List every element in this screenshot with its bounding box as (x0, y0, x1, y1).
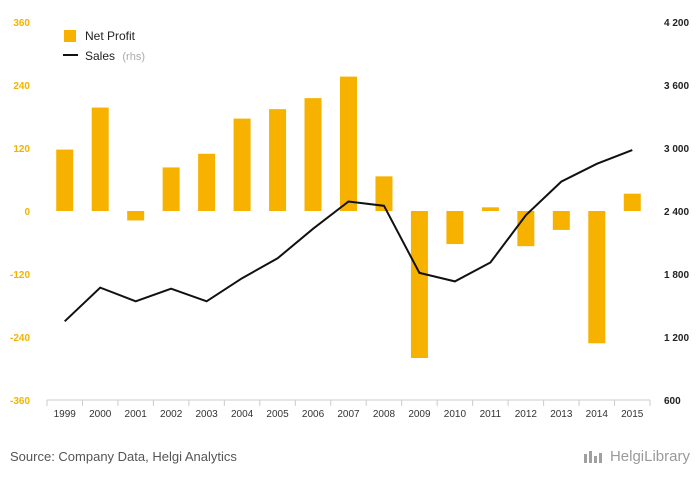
right-tick-label: 2 400 (664, 207, 689, 218)
x-tick-label-2002: 2002 (160, 409, 183, 420)
right-tick-label: 600 (664, 396, 681, 407)
x-tick-label-2007: 2007 (337, 409, 360, 420)
net-profit-bar-1999 (56, 149, 74, 211)
left-axis-ticks: -360 -240 -120 0 120 240 360 (10, 18, 30, 407)
net-profit-bar-2001 (127, 211, 145, 221)
right-tick-label: 1 200 (664, 333, 689, 344)
net-profit-bar-2011 (481, 207, 499, 211)
x-tick-label-2008: 2008 (373, 409, 396, 420)
x-tick-label-2000: 2000 (89, 409, 112, 420)
chart: -360 -240 -120 0 120 240 360 600 1 200 1 800 2 40… (10, 18, 689, 420)
x-tick-label-2010: 2010 (444, 409, 467, 420)
x-tick-label-2006: 2006 (302, 409, 325, 420)
right-tick-label: 1 800 (664, 270, 689, 281)
left-tick-label: -120 (10, 270, 30, 281)
left-tick-label: -240 (10, 333, 30, 344)
legend-sales-name: Sales (85, 49, 115, 63)
x-tick-label-2014: 2014 (586, 409, 609, 420)
net-profit-bars (56, 76, 641, 358)
legend: Net Profit Sales (rhs) (63, 29, 145, 63)
net-profit-bar-2013 (552, 211, 570, 230)
x-tick-label-2003: 2003 (195, 409, 218, 420)
x-tick-label-2012: 2012 (515, 409, 538, 420)
net-profit-bar-2002 (162, 167, 180, 211)
left-tick-label: 0 (24, 207, 30, 218)
x-tick-label-2004: 2004 (231, 409, 254, 420)
left-tick-label: 120 (13, 144, 30, 155)
x-tick-label-2005: 2005 (266, 409, 289, 420)
x-tick-label-2015: 2015 (621, 409, 644, 420)
sales-line (64, 149, 633, 323)
net-profit-bar-2007 (340, 76, 357, 211)
x-tick-label-2013: 2013 (550, 409, 573, 420)
x-tick-label-2011: 2011 (480, 409, 502, 420)
right-axis-ticks: 600 1 200 1 800 2 400 3 000 3 600 4 200 (664, 18, 689, 407)
left-tick-label: 360 (13, 18, 30, 29)
legend-net-profit-swatch (64, 30, 76, 42)
left-tick-label: -360 (10, 396, 30, 407)
net-profit-bar-2000 (91, 107, 109, 211)
x-tick-label-2001: 2001 (125, 409, 148, 420)
legend-net-profit-label: Net Profit (85, 29, 136, 43)
net-profit-bar-2006 (304, 98, 322, 211)
right-tick-label: 3 000 (664, 144, 689, 155)
net-profit-bar-2009 (410, 211, 428, 358)
net-profit-bar-2005 (269, 109, 287, 211)
left-tick-label: 240 (13, 81, 30, 92)
x-tick-label-1999: 1999 (54, 409, 77, 420)
net-profit-bar-2008 (375, 176, 393, 211)
right-tick-label: 3 600 (664, 81, 689, 92)
net-profit-bar-2004 (233, 118, 251, 211)
logo-mark-icon (583, 450, 602, 463)
legend-sales-rhs: (rhs) (122, 51, 145, 63)
logo-text: HelgiLibrary (609, 448, 690, 465)
source-note: Source: Company Data, Helgi Analytics (10, 449, 237, 464)
net-profit-bar-2014 (588, 211, 606, 344)
x-tick-label-2009: 2009 (408, 409, 431, 420)
net-profit-bar-2015 (623, 193, 641, 211)
net-profit-bar-2003 (198, 153, 216, 211)
net-profit-bar-2010 (446, 211, 464, 245)
helgi-library-logo: HelgiLibrary (583, 448, 690, 465)
legend-sales-label: Sales (rhs) (85, 49, 145, 63)
right-tick-label: 4 200 (664, 18, 689, 29)
x-axis-ticks: 1999 2000 2001 2002 2003 2004 2005 2006 2007 2008… (46, 400, 651, 420)
